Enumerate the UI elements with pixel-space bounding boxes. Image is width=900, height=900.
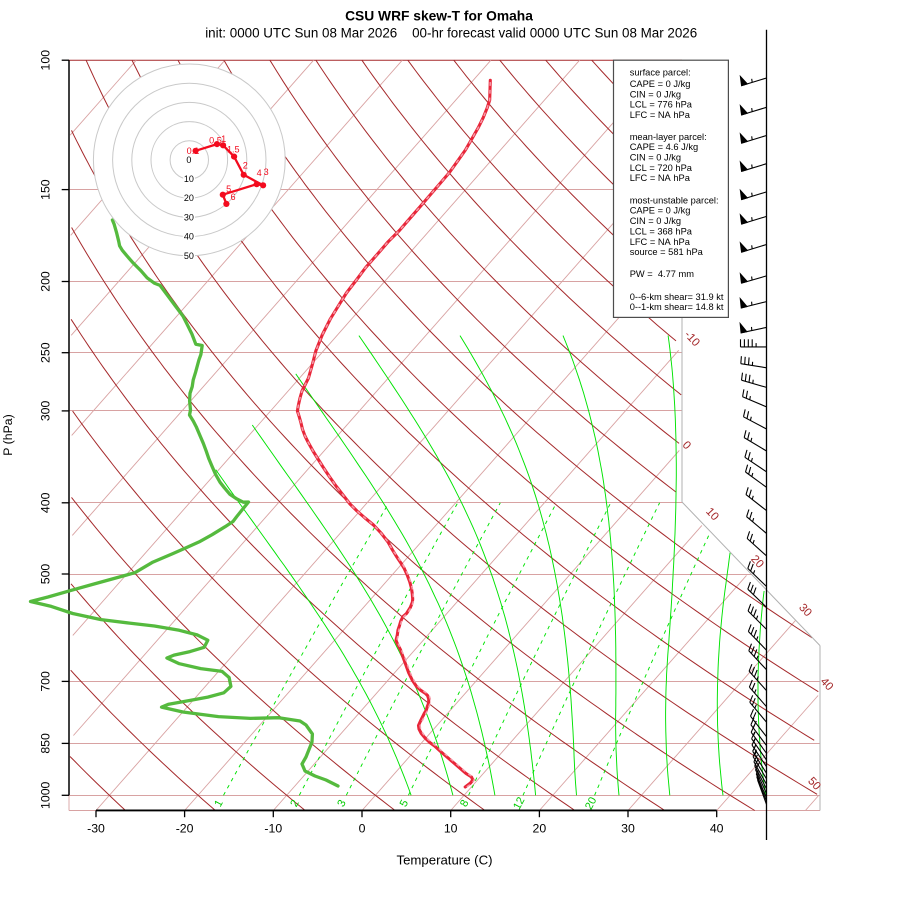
svg-text:5: 5 (398, 798, 411, 809)
svg-text:400: 400 (39, 492, 53, 513)
svg-text:0: 0 (359, 821, 366, 835)
svg-text:200: 200 (39, 271, 53, 292)
svg-text:CAPE = 0 J/kg: CAPE = 0 J/kg (630, 206, 691, 216)
svg-text:CAPE = 0 J/kg: CAPE = 0 J/kg (630, 79, 691, 89)
svg-text:40: 40 (710, 821, 724, 835)
svg-text:LCL = 368 hPa: LCL = 368 hPa (630, 226, 693, 236)
svg-text:source = 581 hPa: source = 581 hPa (630, 247, 704, 257)
svg-text:1.5: 1.5 (227, 145, 240, 155)
svg-text:LFC = NA hPa: LFC = NA hPa (630, 237, 691, 247)
svg-text:0--1-km shear= 14.8 kt: 0--1-km shear= 14.8 kt (630, 302, 724, 312)
svg-text:0.5: 0.5 (209, 135, 222, 145)
svg-text:LCL = 720 hPa: LCL = 720 hPa (630, 163, 693, 173)
svg-text:5: 5 (226, 184, 231, 194)
svg-text:0.1: 0.1 (187, 146, 200, 156)
svg-text:mean-layer parcel:: mean-layer parcel: (630, 132, 707, 142)
svg-text:2: 2 (288, 798, 301, 809)
svg-text:CSU WRF skew-T for Omaha: CSU WRF skew-T for Omaha (345, 9, 533, 24)
svg-text:CIN = 0 J/kg: CIN = 0 J/kg (630, 152, 681, 162)
svg-text:10: 10 (444, 821, 458, 835)
svg-text:30: 30 (184, 212, 194, 222)
svg-text:20: 20 (533, 821, 547, 835)
svg-text:1: 1 (212, 798, 225, 809)
svg-text:10: 10 (184, 174, 194, 184)
svg-text:P (hPa): P (hPa) (1, 414, 15, 455)
svg-text:surface parcel:: surface parcel: (630, 68, 691, 78)
svg-text:12: 12 (511, 795, 527, 811)
svg-text:CIN = 0 J/kg: CIN = 0 J/kg (630, 89, 681, 99)
svg-text:0: 0 (186, 155, 191, 165)
svg-text:Temperature (C): Temperature (C) (396, 853, 492, 868)
svg-text:init: 0000 UTC Sun 08 Mar 2026: init: 0000 UTC Sun 08 Mar 2026 00-hr for… (205, 26, 697, 41)
svg-text:8: 8 (458, 798, 471, 809)
svg-text:20: 20 (184, 193, 194, 203)
svg-text:most-unstable parcel:: most-unstable parcel: (630, 196, 719, 206)
svg-text:2: 2 (243, 161, 248, 171)
svg-text:40: 40 (184, 232, 194, 242)
svg-text:-20: -20 (176, 821, 194, 835)
svg-text:6: 6 (230, 192, 235, 202)
svg-text:850: 850 (39, 733, 53, 754)
svg-text:1000: 1000 (39, 781, 53, 809)
svg-text:150: 150 (39, 179, 53, 200)
svg-text:-30: -30 (87, 821, 105, 835)
svg-text:300: 300 (39, 400, 53, 421)
svg-text:PW = 4.77 mm: PW = 4.77 mm (630, 269, 695, 279)
svg-text:3: 3 (264, 167, 269, 177)
svg-text:LCL = 776 hPa: LCL = 776 hPa (630, 100, 693, 110)
svg-text:250: 250 (39, 342, 53, 363)
svg-text:LFC = NA hPa: LFC = NA hPa (630, 173, 691, 183)
svg-text:1: 1 (221, 134, 226, 144)
svg-text:50: 50 (184, 251, 194, 261)
svg-text:100: 100 (39, 50, 53, 71)
svg-text:500: 500 (39, 564, 53, 585)
svg-text:30: 30 (621, 821, 635, 835)
svg-text:CIN = 0 J/kg: CIN = 0 J/kg (630, 216, 681, 226)
svg-text:CAPE = 4.6 J/kg: CAPE = 4.6 J/kg (630, 142, 698, 152)
svg-text:20: 20 (583, 795, 599, 811)
svg-text:0--6-km shear= 31.9 kt: 0--6-km shear= 31.9 kt (630, 292, 724, 302)
svg-text:4: 4 (257, 168, 262, 178)
svg-text:3: 3 (335, 798, 348, 809)
svg-text:LFC = NA hPa: LFC = NA hPa (630, 110, 691, 120)
svg-text:700: 700 (39, 671, 53, 692)
svg-text:-10: -10 (264, 821, 282, 835)
